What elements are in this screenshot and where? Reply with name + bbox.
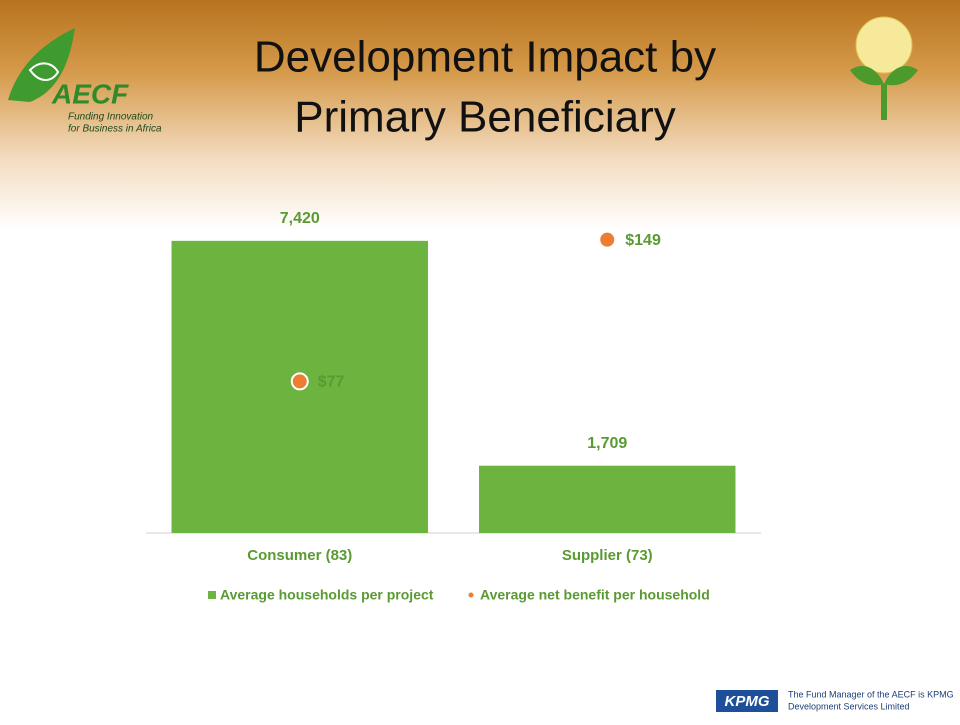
stem xyxy=(881,84,887,120)
data-label: $77 xyxy=(318,374,345,391)
logo-tagline: Funding Innovation xyxy=(68,112,154,123)
kpmg-brand: KPMG xyxy=(725,693,770,710)
leaves xyxy=(850,65,918,86)
legend-swatch xyxy=(468,592,474,598)
footer-text: The Fund Manager of the AECF is KPMG xyxy=(788,689,954,699)
kpmg-box xyxy=(716,690,778,712)
aecf-logo: AECF Funding Innovation for Business in … xyxy=(8,28,162,135)
bulb xyxy=(855,16,913,74)
plot: Consumer (83) Supplier (73) 7,420 1,709 $77 $… xyxy=(146,210,761,603)
footer-text: Development Services Limited xyxy=(788,701,910,711)
x-tick-label: Consumer (83) xyxy=(247,547,352,564)
x-tick-label: Supplier (73) xyxy=(562,547,653,564)
legend-swatch xyxy=(208,591,216,599)
footer: KPMG The Fund Manager of the AECF is KPM… xyxy=(716,689,954,712)
legend-label: Average net benefit per household xyxy=(480,587,710,603)
chart-title: Development Impact by xyxy=(254,33,716,82)
data-label: 1,709 xyxy=(587,435,627,452)
legend-label: Average households per project xyxy=(220,587,434,603)
data-label: $149 xyxy=(625,232,661,249)
point xyxy=(290,372,309,391)
chart-title: Primary Beneficiary xyxy=(294,93,675,142)
logo-map xyxy=(28,62,60,81)
data-label: 7,420 xyxy=(280,210,320,227)
bar xyxy=(479,465,736,533)
logo-tagline: for Business in Africa xyxy=(68,124,162,135)
logo-name: AECF xyxy=(51,78,129,109)
logo-leaf xyxy=(8,28,75,102)
point xyxy=(598,230,617,249)
lightbulb-icon xyxy=(850,16,918,120)
